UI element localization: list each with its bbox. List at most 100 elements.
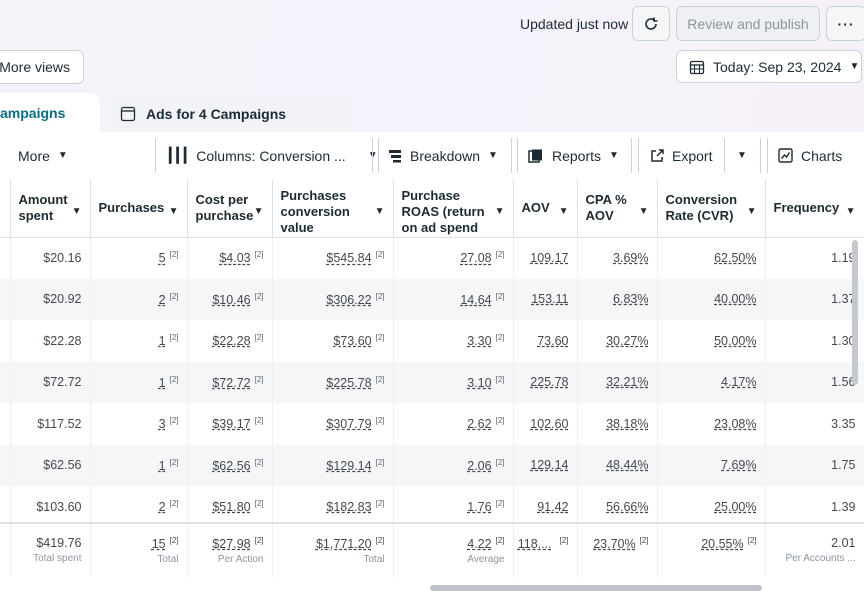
column-header-aov[interactable]: AOV ▼ <box>513 180 578 238</box>
breakdown-icon <box>389 149 401 162</box>
cell-conversion-value[interactable]: $182.83 [2] <box>272 486 394 528</box>
more-menu-button[interactable]: More ▼ <box>18 138 68 173</box>
cell-roas[interactable]: 2.06 [2] <box>393 444 514 486</box>
more-options-button[interactable]: ··· <box>826 6 864 41</box>
chevron-down-icon: ▼ <box>488 150 498 161</box>
columns-button[interactable]: ┃┃┃ Columns: Conversion ... ▼ <box>166 138 378 173</box>
table-row[interactable]: $20.92 2 [2] $10.46 [2] $306.22 [2] 14.64 [2] 153… <box>0 278 864 320</box>
table-row[interactable]: $22.28 1 [2] $22.28 [2] $73.60 [2] 3.30 [2] 73.60… <box>0 320 864 362</box>
cell-conversion-value[interactable]: $307.79 [2] <box>272 403 394 445</box>
cell-amount-spent: $117.52 <box>10 403 91 445</box>
column-header-amount-spent[interactable]: Amount spent ▼ <box>10 180 91 238</box>
cell-cpa-aov[interactable]: 48.44% <box>577 444 658 486</box>
tab-campaigns[interactable]: ampaigns <box>0 93 100 135</box>
cell-amount-spent: $72.72 <box>10 361 91 403</box>
cell-cost-per-purchase[interactable]: $39.17 [2] <box>187 403 273 445</box>
reports-label: Reports <box>552 147 602 164</box>
cell-cpa-aov[interactable]: 6.83% <box>577 278 658 320</box>
tab-ads[interactable]: Ads for 4 Campaigns <box>108 96 354 132</box>
cell-conversion-value[interactable]: $306.22 [2] <box>272 278 394 320</box>
update-status: Updated just now <box>520 16 629 32</box>
cell-cost-per-purchase[interactable]: $10.46 [2] <box>187 278 273 320</box>
cell-purchases[interactable]: 1 [2] <box>90 444 188 486</box>
date-range-picker[interactable]: Today: Sep 23, 2024 ▼ <box>676 50 862 83</box>
cell-roas[interactable]: 2.62 [2] <box>393 403 514 445</box>
cell-cpa-aov[interactable]: 3.69% <box>577 237 658 279</box>
cell-amount-spent: $22.28 <box>10 320 91 362</box>
cell-aov[interactable]: 73.60 <box>513 320 578 362</box>
cell-conversion-rate[interactable]: 62.50% <box>657 237 766 279</box>
tab-ads-label: Ads for 4 Campaigns <box>146 106 287 122</box>
column-header-purchases-conversion-value[interactable]: Purchases conversion value ▼ <box>272 180 394 238</box>
charts-button[interactable]: Charts <box>778 138 842 173</box>
cell-cpa-aov[interactable]: 56.66% <box>577 486 658 528</box>
cell-aov[interactable]: 129.14 <box>513 444 578 486</box>
cell-aov[interactable]: 109.17 <box>513 237 578 279</box>
cell-cost-per-purchase[interactable]: $72.72 [2] <box>187 361 273 403</box>
cell-cpa-aov[interactable]: 32.21% <box>577 361 658 403</box>
cell-frequency: 1.56 <box>765 361 864 403</box>
cell-name <box>0 486 11 528</box>
export-options-button[interactable]: ▼ <box>737 138 747 173</box>
charts-label: Charts <box>801 147 843 164</box>
cell-aov[interactable]: 91.42 <box>513 486 578 528</box>
cell-roas[interactable]: 27.08 [2] <box>393 237 514 279</box>
cell-conversion-value[interactable]: $225.78 [2] <box>272 361 394 403</box>
column-header-name <box>0 180 11 238</box>
cell-conversion-value[interactable]: $545.84 [2] <box>272 237 394 279</box>
cell-purchases[interactable]: 5 [2] <box>90 237 188 279</box>
cell-roas[interactable]: 1.76 [2] <box>393 486 514 528</box>
cell-aov[interactable]: 102.60 <box>513 403 578 445</box>
reports-button[interactable]: Reports ▼ <box>528 138 619 173</box>
cell-aov[interactable]: 153.11 <box>513 278 578 320</box>
cell-conversion-rate[interactable]: 50.00% <box>657 320 766 362</box>
table-row[interactable]: $103.60 2 [2] $51.80 [2] $182.83 [2] 1.76 [2] 91.… <box>0 486 864 528</box>
column-header-purchases[interactable]: Purchases ▼ <box>90 180 188 238</box>
cell-cost-per-purchase[interactable]: $4.03 [2] <box>187 237 273 279</box>
cell-cost-per-purchase[interactable]: $51.80 [2] <box>187 486 273 528</box>
export-label: Export <box>672 147 713 164</box>
cell-frequency: 1.75 <box>765 444 864 486</box>
export-icon <box>651 148 664 162</box>
sort-icon: ▼ <box>253 206 264 217</box>
column-header-conversion-rate[interactable]: Conversion Rate (CVR) ▼ <box>657 180 766 238</box>
cell-conversion-value[interactable]: $129.14 [2] <box>272 444 394 486</box>
cell-cpa-aov[interactable]: 38.18% <box>577 403 658 445</box>
more-views-button[interactable]: More views <box>0 50 84 84</box>
cell-purchases[interactable]: 1 [2] <box>90 320 188 362</box>
cell-purchases[interactable]: 2 [2] <box>90 278 188 320</box>
cell-conversion-rate[interactable]: 4.17% <box>657 361 766 403</box>
cell-cpa-aov[interactable]: 30.27% <box>577 320 658 362</box>
cell-roas[interactable]: 14.64 [2] <box>393 278 514 320</box>
breakdown-button[interactable]: Breakdown ▼ <box>388 138 498 173</box>
cell-purchases[interactable]: 3 [2] <box>90 403 188 445</box>
vertical-scrollbar[interactable] <box>852 240 858 385</box>
sort-icon: ▼ <box>845 206 856 217</box>
total-cpa-aov: 23.70% [2] <box>577 523 658 577</box>
cell-aov[interactable]: 225.78 <box>513 361 578 403</box>
column-header-purchase-roas[interactable]: Purchase ROAS (return on ad spend ▼ <box>393 180 514 238</box>
cell-conversion-rate[interactable]: 40.00% <box>657 278 766 320</box>
horizontal-scrollbar[interactable] <box>430 585 762 591</box>
cell-purchases[interactable]: 2 [2] <box>90 486 188 528</box>
cell-cost-per-purchase[interactable]: $22.28 [2] <box>187 320 273 362</box>
review-and-publish-button[interactable]: Review and publish <box>676 6 820 41</box>
table-row[interactable]: $117.52 3 [2] $39.17 [2] $307.79 [2] 2.62 [2] 102… <box>0 403 864 445</box>
column-header-cpa-aov[interactable]: CPA % AOV ▼ <box>577 180 658 238</box>
cell-conversion-rate[interactable]: 23.08% <box>657 403 766 445</box>
table-row[interactable]: $72.72 1 [2] $72.72 [2] $225.78 [2] 3.10 [2] 225.… <box>0 361 864 403</box>
cell-purchases[interactable]: 1 [2] <box>90 361 188 403</box>
cell-roas[interactable]: 3.10 [2] <box>393 361 514 403</box>
export-button[interactable]: Export <box>650 138 712 173</box>
column-header-cost-per-purchase[interactable]: Cost per purchase ▼ <box>187 180 273 238</box>
cell-cost-per-purchase[interactable]: $62.56 [2] <box>187 444 273 486</box>
refresh-button[interactable] <box>632 6 670 41</box>
cell-roas[interactable]: 3.30 [2] <box>393 320 514 362</box>
cell-conversion-rate[interactable]: 7.69% <box>657 444 766 486</box>
table-row[interactable]: $62.56 1 [2] $62.56 [2] $129.14 [2] 2.06 [2] 129.… <box>0 444 864 486</box>
table-row[interactable]: $20.16 5 [2] $4.03 [2] $545.84 [2] 27.08 [2] 109.… <box>0 237 864 279</box>
column-header-frequency[interactable]: Frequency ▼ <box>765 180 864 238</box>
cell-conversion-value[interactable]: $73.60 [2] <box>272 320 394 362</box>
cell-name <box>0 444 11 486</box>
cell-conversion-rate[interactable]: 25.00% <box>657 486 766 528</box>
